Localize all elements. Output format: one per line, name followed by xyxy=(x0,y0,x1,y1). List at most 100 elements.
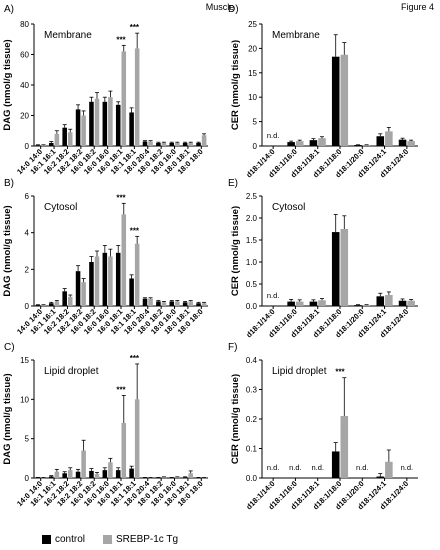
y-tick-label-d: 20 xyxy=(248,44,257,53)
bar-tg-d xyxy=(318,138,326,146)
bar-control-a xyxy=(102,101,108,146)
bar-tg-d xyxy=(385,131,393,146)
bar-control-b xyxy=(142,298,148,306)
bar-control-a xyxy=(115,104,121,146)
bar-tg-b xyxy=(161,302,167,306)
bar-tg-a xyxy=(41,145,46,146)
legend-swatch-control xyxy=(42,535,51,544)
bar-control-f xyxy=(331,451,340,478)
bar-tg-e xyxy=(385,295,393,306)
bar-tg-a xyxy=(148,141,153,146)
bar-control-b xyxy=(35,305,41,306)
bar-tg-b xyxy=(41,305,46,306)
y-tick-label-c: 10 xyxy=(20,395,29,404)
bar-control-e xyxy=(331,232,340,306)
y-tick-label-b: 4 xyxy=(25,229,30,238)
significance-marker-f: *** xyxy=(335,368,345,377)
bar-tg-b xyxy=(188,301,193,306)
y-tick-label-f: 0.3 xyxy=(246,386,258,395)
bar-tg-b xyxy=(148,298,153,306)
bar-control-a xyxy=(169,142,175,146)
bar-control-c xyxy=(49,476,54,478)
panel-label-a: A) xyxy=(4,4,14,15)
y-tick-label-e: 1.5 xyxy=(246,236,258,245)
bar-tg-e xyxy=(362,305,371,306)
panel-title-b: Cytosol xyxy=(44,202,77,213)
bar-tg-a xyxy=(108,97,113,146)
significance-marker-b: *** xyxy=(116,193,126,202)
bar-control-e xyxy=(287,301,295,306)
bar-control-b xyxy=(169,301,175,306)
significance-marker-c: *** xyxy=(130,354,140,363)
legend-item-tg: SREBP-1c Tg xyxy=(103,534,178,545)
bar-tg-c xyxy=(94,474,100,478)
bar-tg-b xyxy=(201,303,207,306)
nd-label-f: n.d. xyxy=(311,463,324,472)
y-tick-label-a: 80 xyxy=(20,20,29,29)
bar-tg-d xyxy=(340,54,349,146)
bar-tg-b xyxy=(108,256,113,306)
bar-control-d xyxy=(354,145,362,146)
y-tick-label-e: 2.0 xyxy=(246,214,258,223)
y-tick-label-f: 0.4 xyxy=(246,356,258,365)
nd-label-f: n.d. xyxy=(267,463,280,472)
bar-control-a xyxy=(35,145,41,146)
bar-control-d xyxy=(309,140,318,146)
y-axis-label-e: CER (nmol/g tissue) xyxy=(230,206,241,296)
bar-control-e xyxy=(354,305,362,306)
y-tick-label-d: 5 xyxy=(253,118,258,127)
bar-control-a xyxy=(89,101,94,146)
bar-control-c xyxy=(182,477,188,478)
y-tick-label-f: 0.1 xyxy=(246,445,258,454)
figure-label: Figure 4 xyxy=(400,2,434,12)
bar-tg-c xyxy=(67,470,73,478)
bar-tg-a xyxy=(201,135,207,146)
y-tick-label-b: 2 xyxy=(25,265,30,274)
bar-tg-c xyxy=(201,477,207,479)
y-tick-label-f: 0.0 xyxy=(246,474,258,483)
bar-control-c xyxy=(196,477,201,479)
bar-control-c xyxy=(129,468,134,478)
panel-label-b: B) xyxy=(4,178,14,189)
y-tick-label-a: 20 xyxy=(20,112,29,121)
bar-control-c xyxy=(169,477,175,479)
panel-label-e: E) xyxy=(228,178,238,189)
bar-control-b xyxy=(182,302,188,306)
bar-control-f xyxy=(376,476,385,478)
significance-marker-a: *** xyxy=(130,23,140,32)
panel-title-d: Membrane xyxy=(272,30,320,41)
y-tick-label-e: 1.0 xyxy=(246,258,258,267)
y-axis-label-c: DAG (nmol/g tissue) xyxy=(2,373,13,464)
y-tick-label-f: 0.2 xyxy=(246,415,258,424)
bar-control-a xyxy=(142,141,148,146)
bar-control-a xyxy=(182,142,188,146)
bar-control-d xyxy=(398,139,407,146)
bar-tg-d xyxy=(407,141,415,146)
nd-label-f: n.d. xyxy=(289,463,302,472)
bar-control-a xyxy=(62,127,67,146)
bar-tg-a xyxy=(67,132,73,146)
y-tick-label-e: 2.5 xyxy=(246,192,258,201)
bar-tg-a xyxy=(161,142,167,146)
y-tick-label-d: 0 xyxy=(253,142,258,151)
bar-tg-a xyxy=(54,133,60,146)
bar-tg-b xyxy=(67,296,73,306)
bar-control-b xyxy=(102,252,108,306)
bar-tg-d xyxy=(295,141,304,146)
bar-tg-f xyxy=(385,461,393,478)
legend: control SREBP-1c Tg xyxy=(42,534,178,545)
nd-label-f: n.d. xyxy=(401,463,414,472)
y-axis-label-d: CER (nmol/g tissue) xyxy=(230,40,241,130)
bar-control-c xyxy=(35,477,41,479)
bar-tg-a xyxy=(134,48,140,146)
bar-tg-d xyxy=(362,145,371,146)
bar-control-c xyxy=(115,470,121,478)
bar-tg-c xyxy=(175,477,180,478)
bar-tg-a xyxy=(188,142,193,146)
legend-label-control: control xyxy=(55,534,86,545)
bar-tg-b xyxy=(94,256,100,306)
bar-control-a xyxy=(196,142,201,146)
bar-control-c xyxy=(102,470,108,478)
panel-label-c: C) xyxy=(4,342,15,353)
